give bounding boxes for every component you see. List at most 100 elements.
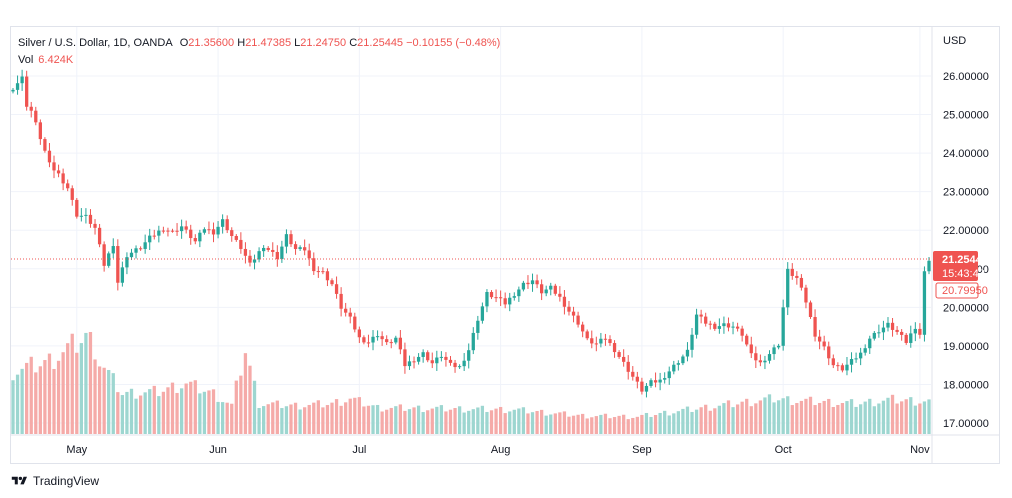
volume-bar: [745, 398, 749, 434]
volume-bar: [813, 405, 817, 434]
candle-body: [56, 170, 61, 174]
candle-body: [631, 371, 635, 377]
volume-bar: [252, 380, 257, 434]
candle-body: [558, 293, 562, 297]
candle-body: [581, 324, 585, 332]
candle-body: [599, 338, 603, 344]
candle-body: [544, 289, 548, 294]
volume-bar: [471, 409, 475, 434]
candle-body: [512, 296, 516, 298]
candle-body: [890, 322, 895, 330]
candle-body: [731, 326, 735, 328]
candle-body: [817, 336, 822, 342]
volume-bar: [909, 397, 913, 434]
candle-body: [763, 360, 767, 363]
volume-bar: [831, 406, 835, 434]
symbol-title[interactable]: Silver / U.S. Dollar, 1D, OANDA: [18, 37, 173, 49]
candle-body: [485, 291, 489, 307]
candle-body: [70, 188, 74, 200]
volume-label[interactable]: Vol: [18, 54, 34, 66]
volume-bar: [567, 416, 571, 434]
time-tick-label: Aug: [491, 444, 511, 456]
volume-bar: [198, 393, 202, 434]
volume-bar: [840, 403, 845, 434]
volume-bar: [863, 401, 867, 434]
candle-body: [348, 312, 352, 317]
volume-bar: [107, 369, 111, 434]
candle-body: [927, 260, 931, 272]
candle-body: [822, 341, 826, 347]
volume-bar: [608, 418, 612, 434]
candle-body: [745, 335, 749, 345]
volume-bar: [735, 404, 740, 434]
volume-bar: [476, 407, 480, 434]
volume-bar: [439, 405, 444, 434]
candle-body: [189, 229, 193, 239]
candle-body: [444, 356, 448, 360]
candle-body: [257, 251, 261, 260]
candle-body: [585, 331, 589, 339]
currency-label: USD: [943, 35, 966, 47]
candle-body: [576, 315, 580, 325]
candle-body: [125, 257, 129, 268]
volume-bar: [357, 397, 361, 434]
volume-bar: [603, 413, 608, 434]
candle-body: [66, 183, 70, 189]
volume-bar: [754, 403, 758, 434]
candle-body: [567, 306, 571, 312]
candle-body: [275, 251, 279, 260]
candle-body: [25, 76, 29, 107]
candle-body: [781, 307, 785, 346]
candle-body: [129, 252, 134, 258]
candle-body: [904, 334, 908, 343]
volume-bar: [15, 374, 20, 434]
volume-bar: [590, 417, 594, 434]
candle-body: [722, 323, 726, 327]
volume-bar: [293, 402, 298, 434]
volume-bar: [116, 392, 120, 434]
candle-body: [868, 338, 872, 349]
change-value: −0.10155 (−0.48%): [406, 37, 501, 49]
volume-bar: [594, 416, 598, 434]
volume-bar: [571, 415, 576, 434]
candle-body: [280, 246, 284, 260]
volume-bar: [47, 353, 52, 434]
candle-body: [20, 76, 24, 84]
volume-bar: [462, 412, 466, 434]
price-tick-label: 17.00000: [943, 418, 989, 430]
candle-body: [47, 150, 52, 163]
volume-bar: [877, 403, 881, 434]
open-value: 21.35600: [188, 37, 235, 49]
volume-bar: [512, 409, 516, 434]
candle-body: [854, 358, 858, 360]
volume-bar: [517, 408, 521, 434]
candle-body: [758, 360, 763, 363]
candle-body: [403, 349, 407, 367]
volume-bar: [234, 380, 238, 434]
volume-bar: [184, 383, 188, 434]
volume-bar: [202, 391, 207, 434]
candle-body: [79, 215, 83, 217]
volume-bar: [398, 404, 403, 434]
volume-bar: [558, 412, 562, 434]
candle-body: [225, 219, 229, 231]
candle-body: [330, 280, 334, 285]
volume-bar: [731, 407, 735, 434]
candle-body: [530, 280, 535, 285]
candle-body: [476, 320, 480, 333]
candle-body: [644, 385, 649, 392]
candle-body: [75, 199, 79, 217]
candle-body: [325, 271, 330, 281]
candle-body: [239, 239, 243, 249]
volume-bar: [243, 353, 248, 434]
candle-body: [166, 230, 170, 232]
low-label: L: [294, 37, 301, 49]
tradingview-attribution[interactable]: TradingView: [11, 472, 99, 490]
volume-bar: [170, 382, 175, 434]
volume-bar: [421, 412, 425, 434]
candle-body: [34, 110, 38, 123]
volume-bar: [895, 403, 899, 434]
time-axis-labels: May Jun Jul Aug Sep Oct Nov: [66, 444, 930, 456]
volume-bar: [808, 396, 813, 434]
